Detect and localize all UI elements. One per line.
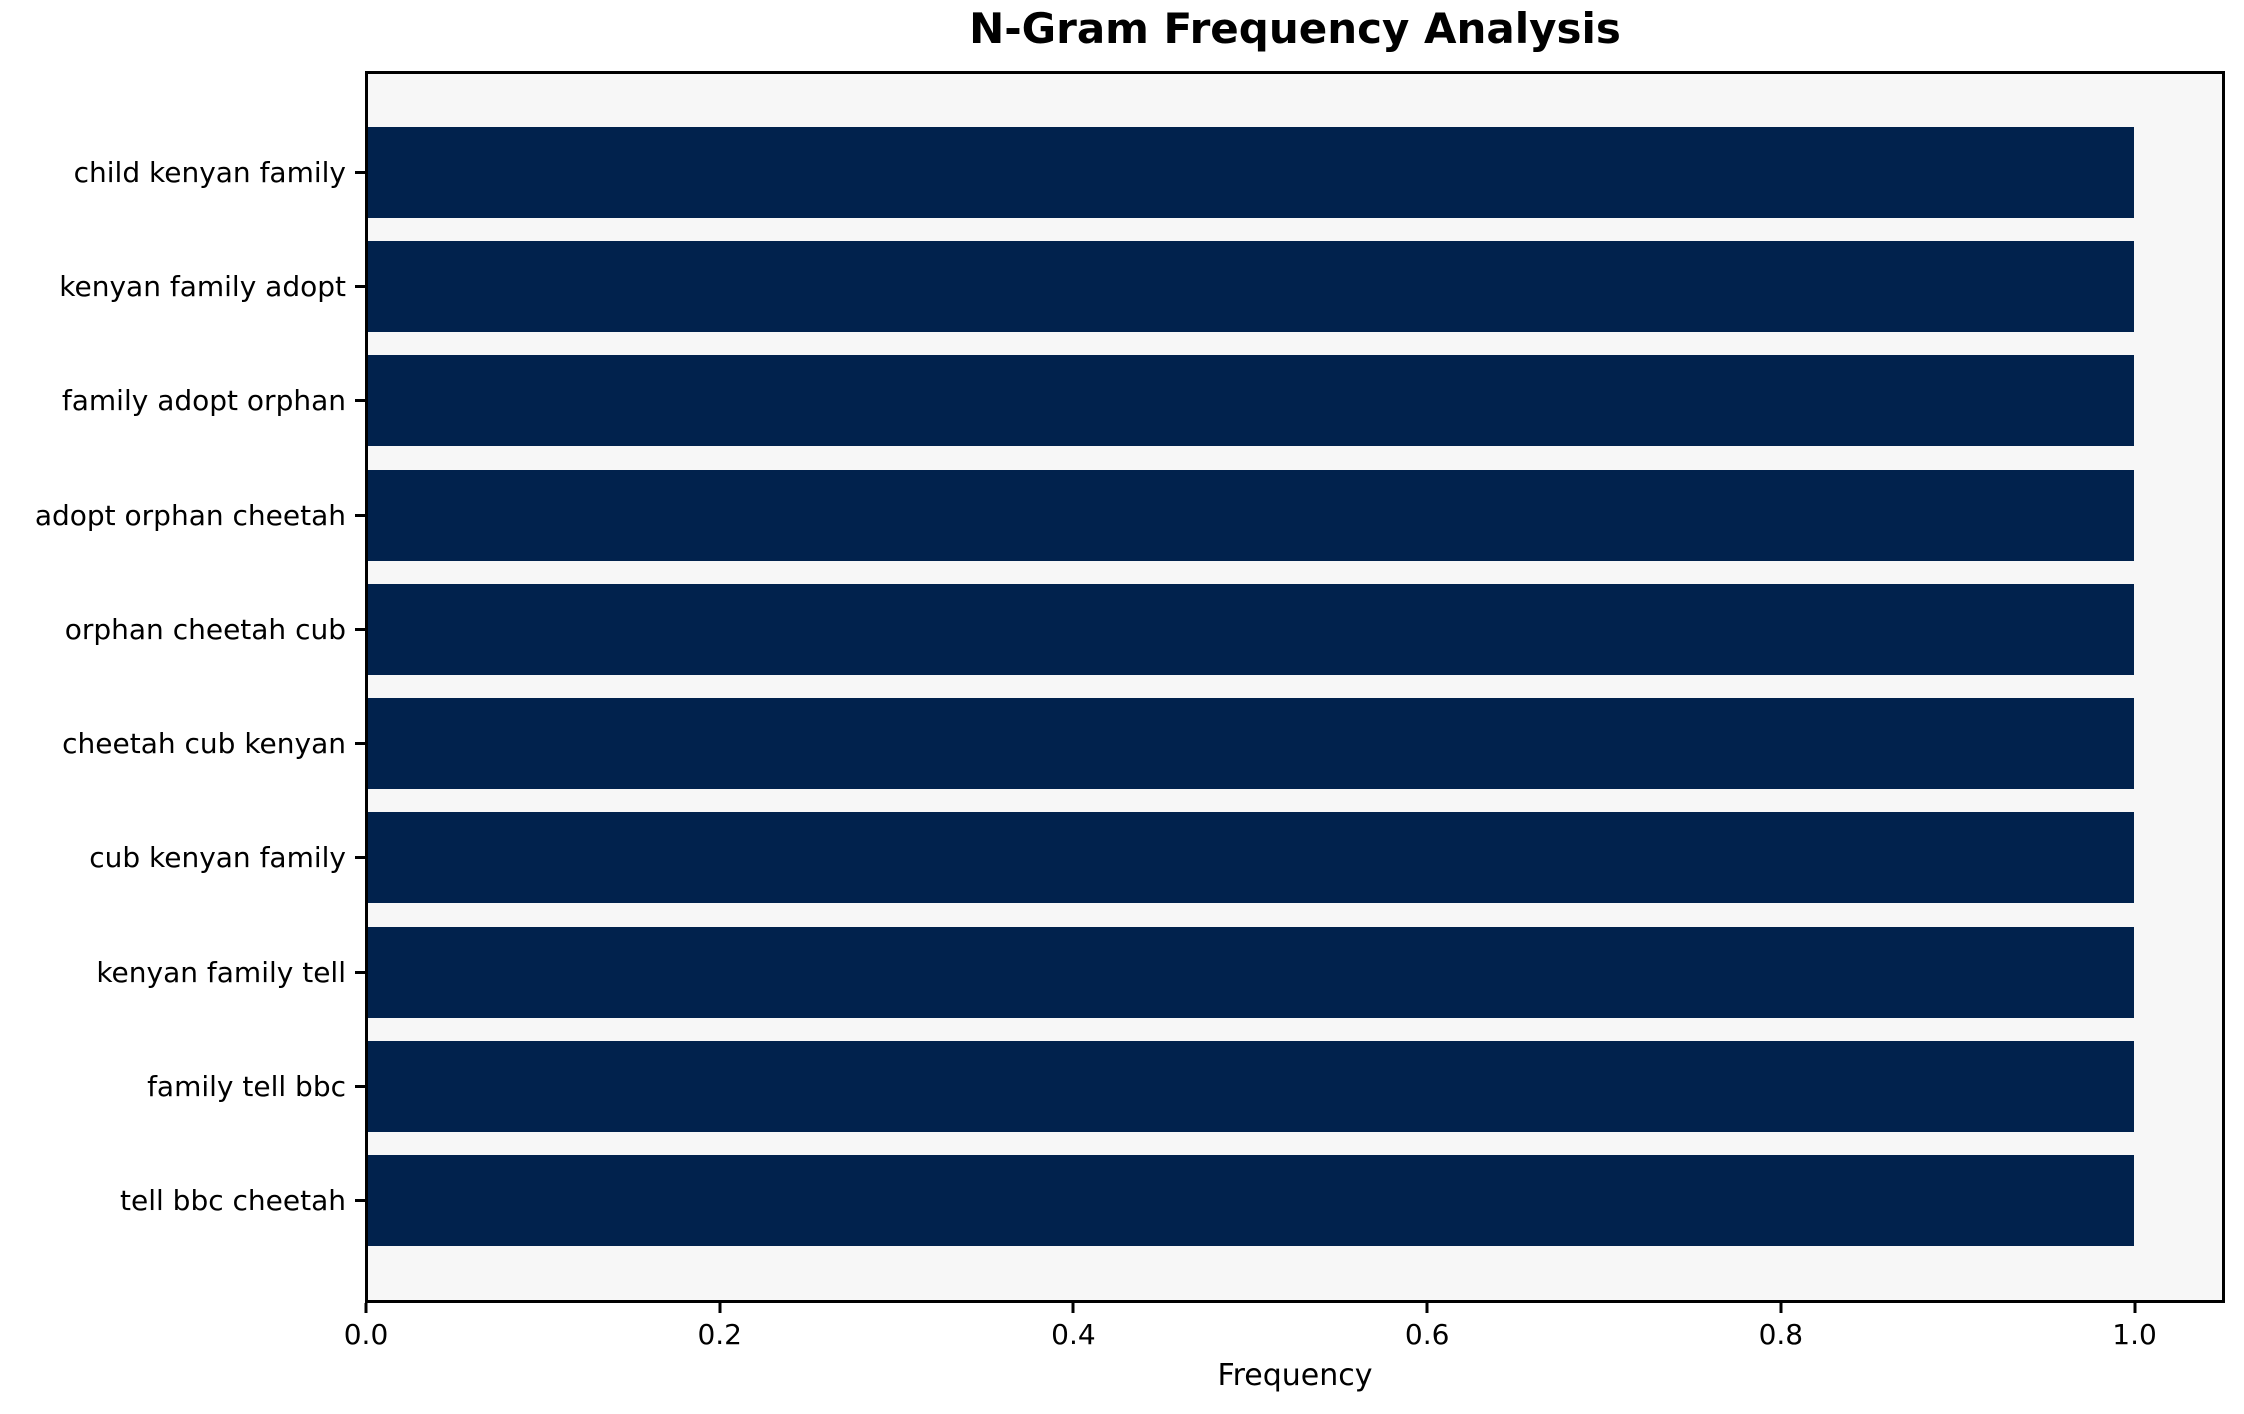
bar-row bbox=[368, 469, 2222, 561]
y-axis-label: cheetah cub kenyan bbox=[62, 727, 346, 761]
y-axis-labels: child kenyan family kenyan family adopt fa… bbox=[0, 71, 365, 1303]
y-category-row: cheetah cub kenyan bbox=[0, 698, 365, 789]
y-axis-label: adopt orphan cheetah bbox=[34, 498, 346, 532]
bar-row bbox=[368, 1040, 2222, 1132]
x-tick-label: 0.6 bbox=[1404, 1318, 1450, 1351]
y-category-row: kenyan family tell bbox=[0, 927, 365, 1018]
y-category-row: kenyan family adopt bbox=[0, 241, 365, 332]
y-category-row: adopt orphan cheetah bbox=[0, 470, 365, 561]
y-tick bbox=[355, 856, 365, 860]
bar-row bbox=[368, 241, 2222, 333]
y-axis-label: family adopt orphan bbox=[61, 384, 346, 418]
plot-area bbox=[365, 71, 2225, 1303]
bar bbox=[368, 469, 2134, 561]
x-tick-label: 0.4 bbox=[1051, 1318, 1096, 1351]
bar bbox=[368, 127, 2134, 218]
x-tick-label: 1.0 bbox=[2112, 1318, 2157, 1351]
bar bbox=[368, 241, 2134, 333]
y-category-row: family tell bbc bbox=[0, 1041, 365, 1132]
y-axis-label: family tell bbc bbox=[147, 1069, 346, 1103]
x-tick bbox=[364, 1303, 368, 1313]
bar-row bbox=[368, 926, 2222, 1018]
y-tick bbox=[355, 970, 365, 974]
y-axis-label: orphan cheetah cub bbox=[64, 612, 346, 646]
x-tick bbox=[1425, 1303, 1429, 1313]
x-tick bbox=[2133, 1303, 2137, 1313]
x-tick bbox=[1779, 1303, 1783, 1313]
x-tick-label: 0.8 bbox=[1758, 1318, 1804, 1351]
bar-row bbox=[368, 355, 2222, 447]
y-tick bbox=[355, 399, 365, 403]
y-axis-label: cub kenyan family bbox=[89, 841, 346, 875]
x-tick-label: 0.2 bbox=[697, 1318, 742, 1351]
y-category-row: tell bbc cheetah bbox=[0, 1155, 365, 1246]
bar bbox=[368, 698, 2134, 790]
y-tick bbox=[355, 742, 365, 746]
y-category-row: orphan cheetah cub bbox=[0, 584, 365, 675]
bar-row bbox=[368, 127, 2222, 218]
y-axis-label: kenyan family tell bbox=[96, 955, 346, 989]
bar-row bbox=[368, 812, 2222, 904]
y-category-row: cub kenyan family bbox=[0, 812, 365, 903]
bar bbox=[368, 926, 2134, 1018]
bar bbox=[368, 583, 2134, 675]
x-tick-label: 0.0 bbox=[343, 1318, 389, 1351]
y-category-row: family adopt orphan bbox=[0, 355, 365, 446]
y-tick bbox=[355, 285, 365, 289]
bars-layer bbox=[368, 74, 2222, 1300]
chart-title: N-Gram Frequency Analysis bbox=[969, 4, 1621, 53]
x-tick bbox=[718, 1303, 722, 1313]
y-category-row: child kenyan family bbox=[0, 127, 365, 218]
x-axis-label: Frequency bbox=[1217, 1358, 1373, 1393]
bar bbox=[368, 1040, 2134, 1132]
bar-row bbox=[368, 583, 2222, 675]
y-tick bbox=[355, 513, 365, 517]
y-axis-label: kenyan family adopt bbox=[59, 270, 346, 304]
bar bbox=[368, 355, 2134, 447]
y-axis-label: child kenyan family bbox=[73, 156, 346, 189]
y-tick bbox=[355, 1084, 365, 1088]
y-tick bbox=[355, 1198, 365, 1202]
y-axis-label: tell bbc cheetah bbox=[120, 1183, 346, 1217]
bar bbox=[368, 812, 2134, 904]
y-tick bbox=[355, 627, 365, 631]
x-tick bbox=[1071, 1303, 1075, 1313]
y-tick bbox=[355, 171, 365, 174]
bar-row bbox=[368, 1154, 2222, 1246]
bar bbox=[368, 1154, 2134, 1246]
bar-row bbox=[368, 698, 2222, 790]
